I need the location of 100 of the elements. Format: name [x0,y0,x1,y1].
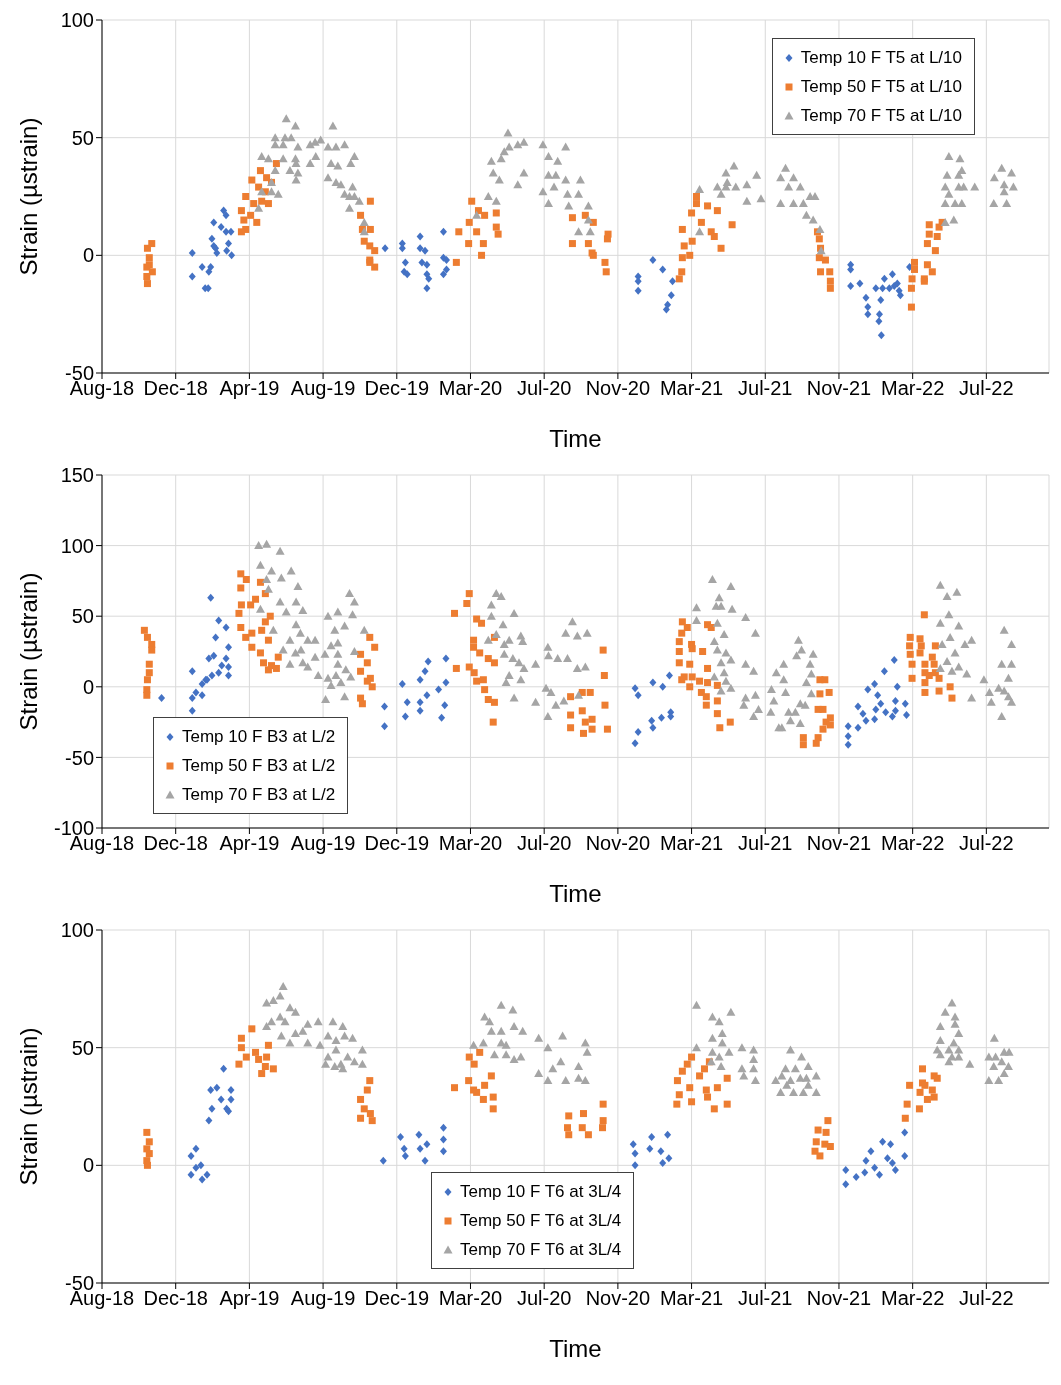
y-tick-label: 0 [82,244,94,267]
x-tick-label: Dec-18 [143,1287,208,1310]
point [861,1168,869,1177]
point [400,1144,408,1153]
point [646,1144,654,1153]
legend-label: Temp 70 F T5 at L/10 [800,105,962,127]
x-tick-label: Aug-19 [290,832,356,855]
point [416,1144,424,1153]
x-axis-title: Time [549,425,602,452]
point [220,1064,228,1073]
legend-label: Temp 50 F T6 at 3L/4 [460,1210,622,1232]
x-tick-label: Dec-18 [143,832,208,855]
x-tick-label: Nov-21 [806,832,872,855]
point [648,1133,656,1142]
x-tick-label: Jul-22 [959,1287,1014,1310]
x-tick-label: Jul-21 [738,377,793,400]
legend-label: Temp 70 F B3 at L/2 [182,784,336,806]
x-tick-label: Dec-19 [364,832,430,855]
point [629,1140,637,1149]
point [901,1128,909,1137]
legend-label: Temp 10 F B3 at L/2 [182,726,336,748]
point [901,1151,909,1160]
x-axis-title: Time [549,1335,602,1362]
point [842,1180,850,1189]
y-tick-label: -50 [65,746,94,769]
point [879,1137,887,1146]
point [862,1156,870,1165]
y-tick-label: 50 [71,1036,94,1059]
point [887,1140,895,1149]
x-tick-label: Apr-19 [219,377,280,400]
point [203,1170,211,1179]
x-tick-label: Mar-22 [880,1287,945,1310]
x-tick-label: Apr-19 [219,1287,280,1310]
x-tick-label: Jul-20 [516,1287,572,1310]
point [421,1156,429,1165]
x-tick-label: Aug-19 [290,377,356,400]
y-tick-label: 50 [71,126,94,149]
x-tick-label: Jul-20 [516,832,572,855]
y-tick-label: 150 [60,464,94,487]
legend-label: Temp 50 F T5 at L/10 [800,76,962,98]
legend-label: Temp 10 F T6 at 3L/4 [460,1181,622,1203]
point [867,1147,875,1156]
x-tick-label: Jul-22 [959,377,1014,400]
x-axis-title: Time [549,880,602,907]
point [192,1163,200,1172]
x-tick-label: Mar-20 [438,832,503,855]
point [631,1149,639,1158]
point [379,1156,387,1165]
legend-label: Temp 70 F T6 at 3L/4 [460,1239,622,1261]
x-tick-label: Mar-20 [438,1287,503,1310]
point [631,1161,639,1170]
point [207,1086,215,1095]
y-axis-title: Strain (µstrain) [14,117,42,276]
point [664,1130,672,1139]
point [871,1163,879,1172]
point [888,1158,896,1167]
x-tick-label: Dec-19 [364,377,430,400]
x-tick-label: Nov-20 [585,377,651,400]
point [396,1133,404,1142]
x-tick-label: Jul-22 [959,832,1014,855]
point [208,1104,216,1113]
y-tick-label: 100 [60,534,94,557]
point [439,1123,447,1132]
x-tick-label: Mar-22 [880,377,945,400]
point [198,1175,206,1184]
point [665,1154,673,1163]
point [415,1130,423,1139]
point [205,1116,213,1125]
point [852,1173,860,1182]
x-tick-label: Mar-21 [659,832,724,855]
y-tick-label: 0 [82,1154,94,1177]
x-tick-label: Mar-21 [659,377,724,400]
point [423,1140,431,1149]
point [439,1135,447,1144]
point [217,1095,225,1104]
x-tick-label: Aug-19 [290,1287,356,1310]
y-tick-label: 0 [82,675,94,698]
y-axis-title: Strain (µstrain) [14,1027,42,1186]
legend-label: Temp 50 F B3 at L/2 [182,755,336,777]
y-tick-label: 100 [60,919,94,942]
point [197,1161,205,1170]
x-tick-label: Jul-21 [738,832,793,855]
point [439,1147,447,1156]
x-tick-label: Jul-20 [516,377,572,400]
point [876,1170,883,1179]
y-axis-title: Strain (µstrain) [14,572,42,731]
point [227,1095,235,1104]
x-tick-label: Nov-21 [806,377,872,400]
y-tick-label: 100 [60,9,94,32]
x-tick-label: Nov-20 [585,1287,651,1310]
point [192,1144,200,1153]
x-tick-label: Mar-21 [659,1287,724,1310]
x-tick-label: Dec-18 [143,377,208,400]
point [842,1166,850,1175]
x-tick-label: Mar-20 [438,377,503,400]
x-tick-label: Dec-19 [364,1287,430,1310]
point [657,1147,665,1156]
x-tick-label: Nov-20 [585,832,651,855]
legend-label: Temp 10 F T5 at L/10 [800,47,962,69]
point [883,1154,891,1163]
